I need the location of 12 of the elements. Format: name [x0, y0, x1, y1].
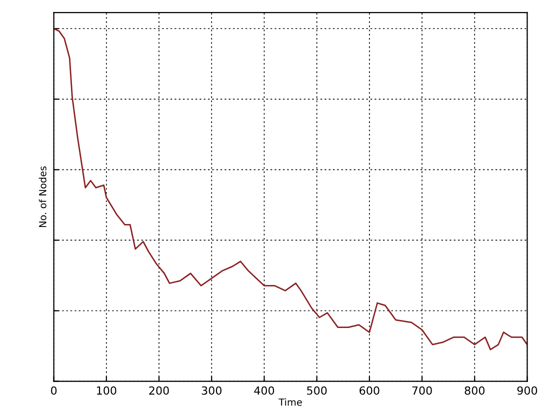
x-axis-title: Time: [278, 398, 302, 406]
x-tick-label: 100: [97, 386, 116, 395]
x-tick-label: 200: [149, 386, 169, 395]
y-axis-title: No. of Nodes: [38, 166, 46, 228]
x-tick-label: 800: [464, 386, 484, 395]
x-tick-label: 300: [202, 386, 222, 395]
x-tick-label: 600: [360, 386, 380, 395]
x-tick-label: 400: [254, 386, 274, 395]
x-tick-label: 500: [307, 386, 327, 395]
x-tick-label: 0: [51, 386, 57, 395]
x-tick-label: 900: [517, 386, 538, 395]
x-tick-label: 700: [412, 386, 432, 395]
